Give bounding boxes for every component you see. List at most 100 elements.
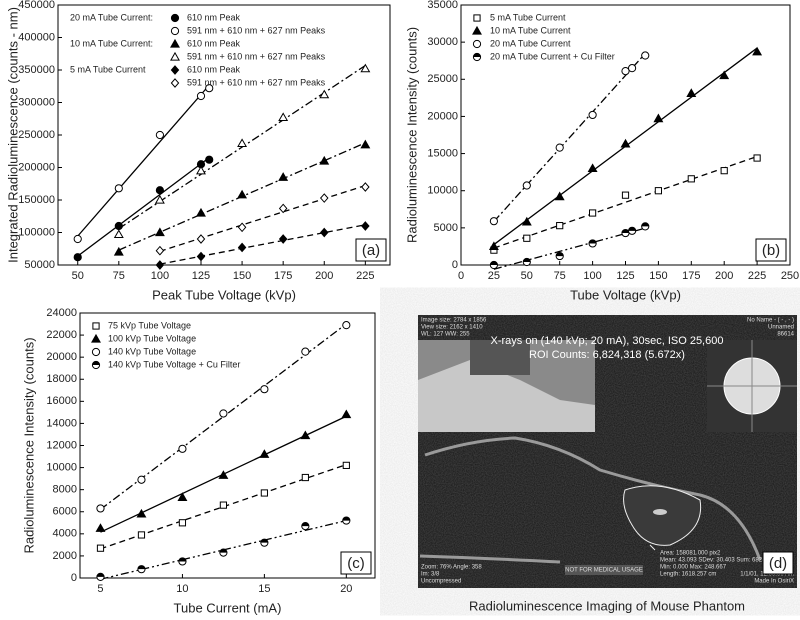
y-axis-title: Radioluminescence Intensity (counts) — [21, 337, 36, 553]
legend-label: 610 nm Peak — [187, 12, 241, 22]
marker — [178, 444, 187, 453]
marker — [137, 531, 146, 539]
marker — [219, 409, 228, 418]
x-tick-label: 5 — [97, 583, 103, 595]
fit-line — [159, 184, 366, 252]
marker — [522, 257, 531, 267]
marker — [319, 155, 330, 165]
x-tick-label: 200 — [315, 270, 333, 282]
y-tick-label: 50000 — [24, 259, 55, 271]
x-axis-title: Tube Voltage (kVp) — [570, 287, 681, 302]
marker — [260, 385, 269, 394]
marker — [627, 226, 637, 235]
legend-label: 591 nm + 610 nm + 627 nm Peaks — [187, 77, 326, 87]
legend-group: 10 mA Tube Current: — [70, 38, 153, 48]
y-axis-title: Integrated Radioluminescence (counts - n… — [5, 7, 20, 263]
marker — [91, 360, 101, 370]
marker — [137, 565, 146, 574]
marker — [588, 110, 597, 120]
y-tick-label: 350000 — [18, 64, 55, 76]
marker — [361, 182, 370, 192]
y-tick-label: 10000 — [46, 461, 77, 473]
marker — [155, 186, 165, 195]
marker — [196, 91, 206, 101]
fit-line — [493, 53, 646, 222]
marker — [319, 193, 329, 203]
marker — [114, 184, 123, 193]
marker — [489, 260, 498, 270]
marker — [342, 321, 351, 330]
x-tick-label: 75 — [554, 270, 566, 282]
marker — [170, 65, 180, 75]
legend-label: 591 nm + 610 nm + 627 nm Peaks — [187, 51, 326, 61]
panel-label: (d) — [769, 555, 787, 572]
marker — [489, 217, 498, 226]
legend-group: 5 mA Tube Current — [70, 64, 146, 74]
marker — [196, 165, 206, 175]
panel-label-box — [755, 238, 787, 262]
y-tick-label: 30000 — [427, 36, 458, 48]
overlay-text: 1/1/01, 12:00:00 AM — [740, 572, 794, 578]
y-tick-label: 35000 — [427, 0, 458, 11]
marker — [278, 172, 289, 181]
marker-fill — [589, 239, 597, 244]
marker — [620, 138, 631, 148]
y-tick-label: 450000 — [18, 0, 55, 11]
roi-stat: Mean: 43.093 SDev: 30.403 Sum: 6824318 — [660, 558, 776, 564]
fit-line — [77, 84, 210, 237]
marker — [654, 187, 662, 195]
marker — [205, 155, 214, 164]
marker — [556, 222, 564, 230]
marker — [96, 504, 105, 513]
marker-fill — [219, 549, 228, 553]
marker — [301, 347, 310, 356]
warning-text: NOT FOR MEDICAL USAGE — [565, 568, 643, 574]
x-tick-label: 75 — [113, 270, 125, 282]
marker — [219, 548, 228, 557]
marker — [96, 572, 105, 581]
marker — [155, 260, 165, 270]
warning-box — [565, 565, 643, 575]
marker — [522, 181, 531, 190]
marker — [720, 167, 728, 175]
marker — [260, 538, 269, 547]
y-tick-label: 4000 — [53, 528, 77, 540]
marker — [170, 38, 180, 48]
x-tick-label: 175 — [274, 270, 292, 282]
marker — [319, 89, 330, 99]
marker — [91, 333, 101, 343]
roi-stat: Min: 0.000 Max: 248.667 — [660, 565, 727, 571]
y-tick-label: 5000 — [434, 222, 458, 234]
marker-fill — [92, 361, 100, 365]
marker — [278, 234, 288, 244]
marker — [170, 78, 180, 88]
marker — [237, 138, 248, 148]
legend-label: 140 kVp Tube Voltage — [108, 346, 196, 356]
y-tick-label: 20000 — [427, 110, 458, 122]
chart-panel: 0 5000 10000 15000 20000 25000 30000 35000 0 25 50… — [404, 0, 799, 302]
panel-label-box — [355, 238, 387, 262]
marker — [361, 221, 370, 231]
marker-fill — [96, 573, 105, 577]
marker — [753, 154, 761, 162]
y-tick-label: 150000 — [18, 194, 55, 206]
marker-fill — [628, 227, 636, 231]
y-tick-label: 200000 — [18, 161, 55, 173]
marker — [360, 139, 371, 149]
marker — [686, 88, 697, 97]
x-tick-label: 20 — [340, 583, 352, 595]
y-tick-label: 8000 — [53, 484, 77, 496]
marker — [473, 14, 481, 22]
y-tick-label: 22000 — [46, 329, 77, 341]
marker-fill — [490, 261, 498, 265]
legend-label: 610 nm Peak — [187, 38, 241, 48]
chart-panel: 50000 100000 150000 200000 250000 300000 35000… — [5, 0, 391, 302]
roi-stat: Area: 158081.000 pix2 — [660, 551, 721, 557]
roi-pointer — [649, 544, 656, 551]
overlay-text: WL: 127 WW: 255 — [421, 332, 470, 338]
x-axis-title: Peak Tube Voltage (kVp) — [152, 287, 296, 302]
marker — [95, 523, 106, 532]
x-tick-label: 15 — [258, 583, 270, 595]
y-tick-label: 20000 — [46, 351, 77, 363]
marker — [301, 522, 310, 531]
